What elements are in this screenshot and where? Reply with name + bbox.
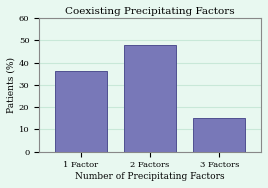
X-axis label: Number of Precipitating Factors: Number of Precipitating Factors (75, 172, 225, 181)
Bar (193, 118, 245, 152)
Bar (124, 45, 176, 152)
Y-axis label: Patients (%): Patients (%) (7, 57, 16, 113)
Title: Coexisting Precipitating Factors: Coexisting Precipitating Factors (65, 7, 235, 16)
Bar (55, 71, 107, 152)
